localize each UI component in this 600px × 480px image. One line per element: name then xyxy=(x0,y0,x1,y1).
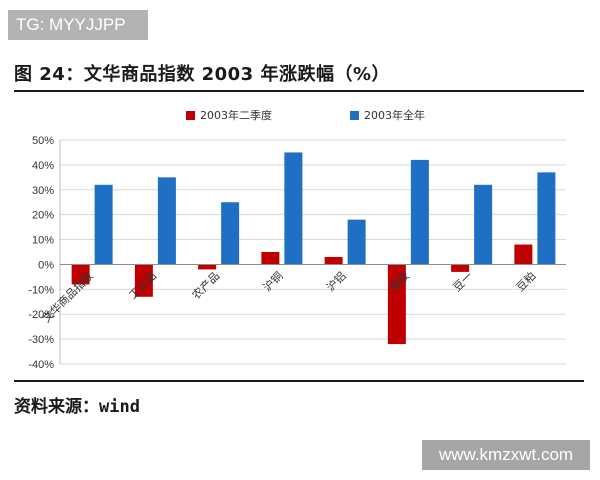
y-tick-label: -10% xyxy=(28,284,54,296)
bar xyxy=(94,184,113,265)
bar xyxy=(261,252,280,265)
category-label: 沪铝 xyxy=(323,269,348,294)
bar-chart: 2003年二季度 2003年全年 50% 40% 30% 20% 10% 0% -10% -20%… xyxy=(28,108,566,371)
source-label: 资料来源： xyxy=(14,397,99,417)
bar xyxy=(537,172,556,265)
legend-swatch xyxy=(350,111,359,120)
source-divider xyxy=(14,380,584,382)
category-label: 豆一 xyxy=(450,269,475,294)
legend-label: 2003年全年 xyxy=(364,108,425,122)
source-note: 资料来源：wind xyxy=(14,392,140,417)
bar xyxy=(198,264,217,270)
bar xyxy=(474,184,493,265)
watermark-top: TG: MYYJJPP xyxy=(8,10,148,40)
bar xyxy=(451,264,470,272)
category-label: 文华商品指数 xyxy=(39,269,96,326)
legend-swatch xyxy=(186,111,195,120)
bar xyxy=(134,264,153,297)
category-label: 农产品 xyxy=(189,269,222,302)
bar xyxy=(71,264,90,285)
y-tick-label: 40% xyxy=(32,160,54,172)
bar xyxy=(410,159,429,265)
y-tick-label: -40% xyxy=(28,359,54,371)
bar xyxy=(347,219,366,265)
source-value: wind xyxy=(99,397,140,417)
bar xyxy=(387,264,406,345)
bar xyxy=(221,202,240,265)
y-tick-label: -20% xyxy=(28,309,54,321)
y-tick-label: 0% xyxy=(38,259,54,271)
figure-title: 图 24：文华商品指数 2003 年涨跌幅（%） xyxy=(14,64,390,85)
bar xyxy=(324,256,343,265)
bar xyxy=(284,152,303,265)
legend-label: 2003年二季度 xyxy=(200,108,272,122)
y-tick-label: 20% xyxy=(32,210,54,222)
bar xyxy=(157,177,176,265)
y-tick-label: -30% xyxy=(28,334,54,346)
y-tick-label: 50% xyxy=(32,135,54,147)
watermark-bottom: www.kmzxwt.com xyxy=(422,440,590,470)
y-tick-label: 30% xyxy=(32,185,54,197)
y-tick-label: 10% xyxy=(32,235,54,247)
title-divider xyxy=(14,90,584,92)
category-label: 豆粕 xyxy=(513,269,538,294)
category-label: 沪铜 xyxy=(260,269,285,294)
bar xyxy=(514,244,533,265)
